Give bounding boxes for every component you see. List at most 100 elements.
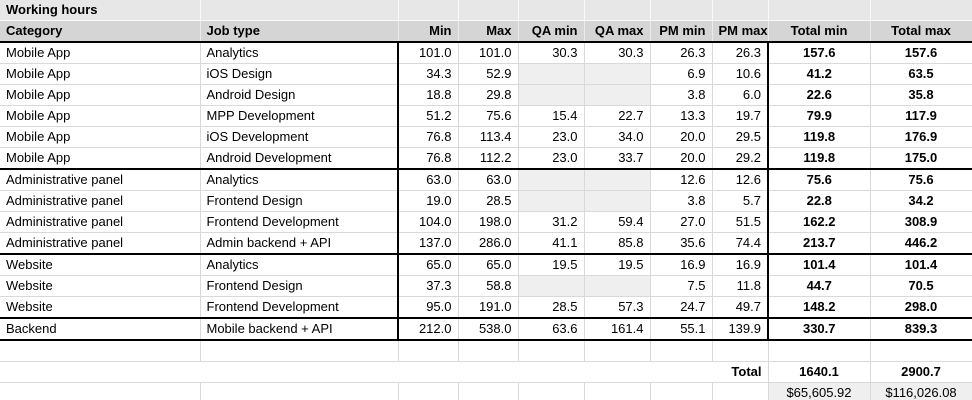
cell-qa-min[interactable] [518,84,585,106]
empty-cell[interactable] [768,340,871,362]
empty-cell[interactable] [870,0,972,21]
cell-category[interactable]: Administrative panel [0,169,201,191]
cell-job-type[interactable]: Analytics [200,254,399,276]
cell-max[interactable]: 198.0 [458,211,519,233]
column-header-pm-min[interactable]: PM min [650,20,713,43]
cell-total-min[interactable]: 22.6 [767,84,871,106]
cell-qa-min[interactable]: 63.6 [518,318,585,341]
cell-max[interactable]: 113.4 [458,126,519,148]
cell-category[interactable]: Mobile App [0,63,201,85]
cell-total-max[interactable]: 70.5 [870,275,972,297]
cell-min[interactable]: 63.0 [397,169,459,191]
empty-cell[interactable] [398,0,459,21]
cell-min[interactable]: 19.0 [397,190,459,212]
cell-pm-max[interactable]: 19.7 [712,105,769,127]
cell-total-min[interactable]: 101.4 [767,254,871,276]
cell-pm-max[interactable]: 29.5 [712,126,769,148]
cell-min[interactable]: 95.0 [397,296,459,319]
empty-cell[interactable] [458,382,519,400]
cell-pm-max[interactable]: 10.6 [712,63,769,85]
cell-qa-max[interactable]: 33.7 [584,147,651,170]
cell-min[interactable]: 212.0 [397,318,459,341]
cell-total-min[interactable]: 213.7 [767,232,871,255]
cell-job-type[interactable]: Mobile backend + API [200,318,399,341]
cell-total-min[interactable]: 41.2 [767,63,871,85]
cell-max[interactable]: 65.0 [458,254,519,276]
total-max-cost[interactable]: $116,026.08 [870,382,972,400]
cell-max[interactable]: 538.0 [458,318,519,341]
cell-pm-max[interactable]: 139.9 [712,318,769,341]
empty-cell[interactable] [398,382,459,400]
cell-total-max[interactable]: 101.4 [870,254,972,276]
cell-min[interactable]: 76.8 [397,147,459,170]
cell-pm-min[interactable]: 27.0 [650,211,713,233]
cell-category[interactable]: Administrative panel [0,190,201,212]
cell-total-max[interactable]: 839.3 [870,318,972,341]
empty-cell[interactable] [712,340,769,362]
cell-total-max[interactable]: 446.2 [870,232,972,255]
cell-total-max[interactable]: 117.9 [870,105,972,127]
cell-job-type[interactable]: MPP Development [200,105,399,127]
cell-pm-max[interactable]: 16.9 [712,254,769,276]
cell-max[interactable]: 191.0 [458,296,519,319]
cell-qa-min[interactable]: 31.2 [518,211,585,233]
cell-min[interactable]: 18.8 [397,84,459,106]
cell-min[interactable]: 51.2 [397,105,459,127]
cell-qa-max[interactable]: 30.3 [584,42,651,64]
cell-pm-max[interactable]: 74.4 [712,232,769,255]
cell-job-type[interactable]: Frontend Design [200,275,399,297]
cell-total-min[interactable]: 22.8 [767,190,871,212]
cell-qa-max[interactable] [584,63,651,85]
empty-cell[interactable] [458,340,519,362]
cell-pm-max[interactable]: 6.0 [712,84,769,106]
cell-max[interactable]: 101.0 [458,42,519,64]
cell-min[interactable]: 65.0 [397,254,459,276]
empty-cell[interactable] [584,340,651,362]
cell-qa-max[interactable]: 34.0 [584,126,651,148]
cell-pm-min[interactable]: 3.8 [650,84,713,106]
cell-qa-min[interactable]: 23.0 [518,147,585,170]
cell-qa-min[interactable]: 41.1 [518,232,585,255]
empty-cell[interactable] [200,0,399,21]
cell-total-max[interactable]: 75.6 [870,169,972,191]
empty-cell[interactable] [650,382,713,400]
cell-pm-max[interactable]: 5.7 [712,190,769,212]
cell-max[interactable]: 29.8 [458,84,519,106]
cell-qa-min[interactable]: 23.0 [518,126,585,148]
column-header-category[interactable]: Category [0,20,201,43]
cell-min[interactable]: 37.3 [397,275,459,297]
empty-cell[interactable] [518,382,585,400]
cell-category[interactable]: Website [0,254,201,276]
grand-total-max[interactable]: 2900.7 [870,361,972,383]
column-header-pm-max[interactable]: PM max [712,20,769,43]
cell-qa-max[interactable] [584,169,651,191]
cell-category[interactable]: Website [0,275,201,297]
column-header-qa-max[interactable]: QA max [584,20,651,43]
cell-job-type[interactable]: Frontend Development [200,211,399,233]
cell-job-type[interactable]: Android Design [200,84,399,106]
cell-max[interactable]: 58.8 [458,275,519,297]
cell-qa-max[interactable]: 59.4 [584,211,651,233]
cell-category[interactable]: Mobile App [0,84,201,106]
cell-min[interactable]: 34.3 [397,63,459,85]
cell-pm-min[interactable]: 7.5 [650,275,713,297]
cell-job-type[interactable]: Analytics [200,169,399,191]
cell-job-type[interactable]: Android Development [200,147,399,170]
cell-total-min[interactable]: 330.7 [767,318,871,341]
cell-min[interactable]: 104.0 [397,211,459,233]
empty-cell[interactable] [200,340,399,362]
cell-total-min[interactable]: 79.9 [767,105,871,127]
cell-total-min[interactable]: 157.6 [767,42,871,64]
cell-max[interactable]: 286.0 [458,232,519,255]
cell-category[interactable]: Mobile App [0,147,201,170]
column-header-max[interactable]: Max [458,20,519,43]
column-header-total-max[interactable]: Total max [870,20,972,43]
grand-total-min[interactable]: 1640.1 [768,361,871,383]
cell-max[interactable]: 63.0 [458,169,519,191]
empty-cell[interactable] [584,382,651,400]
cell-job-type[interactable]: Frontend Design [200,190,399,212]
cell-qa-max[interactable]: 57.3 [584,296,651,319]
empty-cell[interactable] [518,0,585,21]
cell-max[interactable]: 52.9 [458,63,519,85]
cell-qa-min[interactable]: 28.5 [518,296,585,319]
